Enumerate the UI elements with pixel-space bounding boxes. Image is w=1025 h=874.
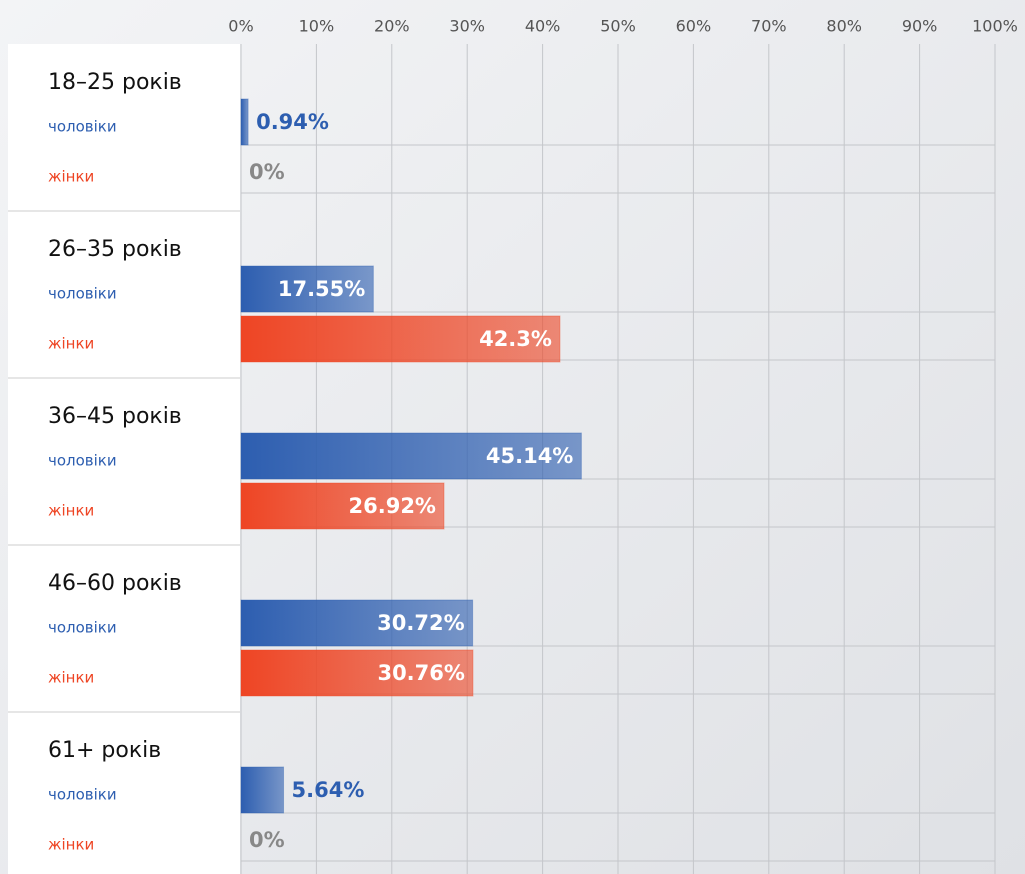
- group-label: 36–45 років: [48, 404, 182, 429]
- x-tick-label: 70%: [751, 17, 787, 36]
- bar: [240, 265, 374, 313]
- group-label: 18–25 років: [48, 70, 182, 95]
- x-tick-label: 60%: [676, 17, 712, 36]
- bar: [240, 649, 474, 697]
- x-tick-label: 100%: [972, 17, 1018, 36]
- bar: [240, 98, 249, 146]
- x-tick-label: 10%: [299, 17, 335, 36]
- x-tick-label: 0%: [228, 17, 253, 36]
- series-label: чоловіки: [48, 118, 117, 136]
- group-label: 26–35 років: [48, 237, 182, 262]
- label-panel: [8, 44, 240, 874]
- value-label: 0%: [249, 160, 285, 184]
- bar: [240, 482, 445, 530]
- value-label: 30.76%: [377, 661, 464, 685]
- series-label: жінки: [48, 335, 94, 353]
- value-label: 26.92%: [349, 494, 436, 518]
- x-tick-label: 80%: [826, 17, 862, 36]
- value-label: 42.3%: [479, 327, 552, 351]
- x-tick-label: 30%: [449, 17, 485, 36]
- value-label: 0%: [249, 828, 285, 852]
- group-label: 61+ років: [48, 738, 161, 763]
- series-label: жінки: [48, 502, 94, 520]
- series-label: жінки: [48, 669, 94, 687]
- x-tick-label: 50%: [600, 17, 636, 36]
- value-label: 45.14%: [486, 444, 573, 468]
- series-label: чоловіки: [48, 619, 117, 637]
- bar: [240, 599, 474, 647]
- bar: [240, 432, 582, 480]
- value-label: 5.64%: [292, 778, 365, 802]
- series-label: жінки: [48, 836, 94, 854]
- series-label: жінки: [48, 168, 94, 186]
- value-label: 30.72%: [377, 611, 464, 635]
- x-tick-label: 20%: [374, 17, 410, 36]
- x-tick-label: 90%: [902, 17, 938, 36]
- bar: [240, 315, 561, 363]
- series-label: чоловіки: [48, 786, 117, 804]
- value-label: 0.94%: [256, 110, 329, 134]
- x-tick-label: 40%: [525, 17, 561, 36]
- bar: [240, 766, 285, 814]
- series-label: чоловіки: [48, 452, 117, 470]
- value-label: 17.55%: [278, 277, 365, 301]
- series-label: чоловіки: [48, 285, 117, 303]
- group-label: 46–60 років: [48, 571, 182, 596]
